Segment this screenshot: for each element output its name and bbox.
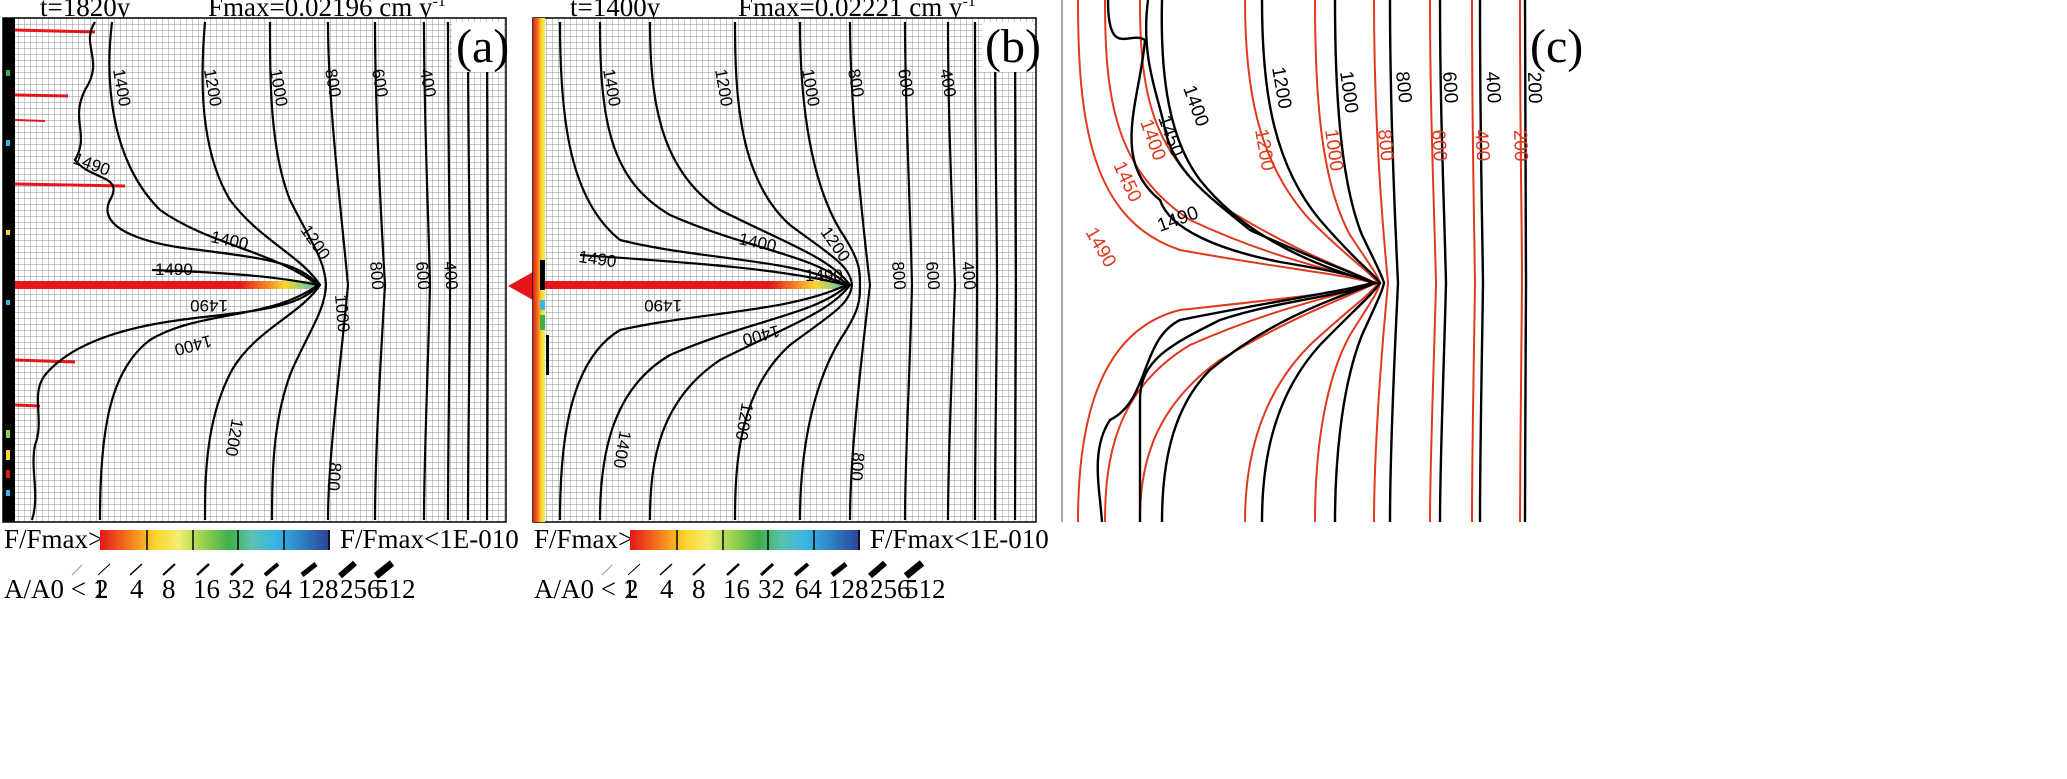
aperture-value: 16 bbox=[193, 574, 220, 604]
panel-b-colorbar bbox=[630, 530, 860, 550]
panel-a-boundary-column bbox=[3, 18, 15, 522]
panel-a-main-fracture bbox=[15, 281, 315, 289]
panel-b-fmax-label: Fmax=0.02221 cm y-1 bbox=[738, 0, 976, 22]
contour-label: 200 bbox=[1509, 129, 1531, 161]
panel-b-colorbar-ticks bbox=[676, 530, 860, 550]
panel-c: 1490 1450 1400 1200 1000 800 600 400 200… bbox=[1061, 0, 1583, 523]
contour-label: 800 bbox=[321, 67, 345, 98]
contour-label: 800 bbox=[847, 452, 868, 482]
contour-label: 1490 bbox=[644, 296, 682, 315]
aperture-value: 2 bbox=[625, 574, 639, 604]
aperture-value: 32 bbox=[228, 574, 255, 604]
contour-label: 800 bbox=[324, 462, 345, 492]
aperture-value: 4 bbox=[660, 574, 674, 604]
contour-label: 1490 bbox=[1155, 203, 1202, 237]
panel-a: t=1820y Fmax=0.02196 cm y-1 bbox=[2, 0, 519, 604]
contour-label: 1000 bbox=[331, 294, 353, 333]
contour-label: 400 bbox=[1470, 129, 1493, 162]
panel-a-grid bbox=[2, 17, 507, 523]
panel-b-boundary-marks bbox=[540, 260, 549, 375]
contour-label: 600 bbox=[894, 67, 918, 98]
panel-a-fmax-label: Fmax=0.02196 cm y-1 bbox=[208, 0, 446, 22]
aperture-value: 128 bbox=[298, 574, 339, 604]
aperture-value: 64 bbox=[265, 574, 293, 604]
panel-a-flux-right-label: F/Fmax<1E-010 bbox=[340, 524, 519, 554]
panel-b-main-fracture bbox=[545, 281, 845, 289]
panel-a-boundary-flecks bbox=[6, 70, 10, 496]
aperture-value: 256 bbox=[870, 574, 911, 604]
aperture-value: 16 bbox=[723, 574, 750, 604]
aperture-value: 64 bbox=[795, 574, 823, 604]
panel-b-contours bbox=[558, 21, 1018, 521]
panel-b-grid bbox=[532, 17, 1037, 523]
aperture-value: 8 bbox=[692, 574, 706, 604]
contour-label: 1000 bbox=[1320, 128, 1347, 173]
aperture-value: 8 bbox=[162, 574, 176, 604]
aperture-value: 4 bbox=[130, 574, 144, 604]
contour-label: 400 bbox=[416, 67, 440, 98]
contour-label: 400 bbox=[958, 261, 979, 291]
panel-a-colorbar bbox=[100, 530, 330, 550]
contour-label: 600 bbox=[1438, 71, 1461, 104]
panel-b-label-bg bbox=[982, 22, 1034, 72]
contour-label: 400 bbox=[1481, 71, 1504, 104]
contour-label: 800 bbox=[1391, 70, 1415, 104]
panel-a-contours bbox=[30, 21, 490, 521]
contour-label: 600 bbox=[1427, 129, 1450, 162]
aperture-value: 512 bbox=[905, 574, 946, 604]
panel-a-colorbar-ticks bbox=[146, 530, 330, 550]
contour-label: 1490 bbox=[805, 266, 843, 285]
contour-label: 600 bbox=[922, 261, 943, 291]
panel-a-time-label: t=1820y bbox=[40, 0, 131, 22]
contour-label: 800 bbox=[888, 261, 909, 291]
panel-c-red-labels: 1490 1450 1400 1200 1000 800 600 400 200 bbox=[1081, 117, 1531, 272]
contour-label: 1200 bbox=[1267, 65, 1295, 110]
contour-label: 1400 bbox=[1178, 83, 1212, 130]
panel-a-aperture-legend bbox=[71, 560, 395, 579]
aperture-value: 2 bbox=[95, 574, 109, 604]
aperture-value: 128 bbox=[828, 574, 869, 604]
contour-label: 400 bbox=[936, 67, 960, 98]
aperture-value: 512 bbox=[375, 574, 416, 604]
panel-c-label: (c) bbox=[1530, 20, 1583, 73]
contour-label: 200 bbox=[1523, 71, 1545, 103]
panel-b-aperture-legend bbox=[601, 560, 925, 579]
panel-b-time-label: t=1400y bbox=[570, 0, 661, 22]
panel-b-label: (b) bbox=[985, 20, 1041, 73]
aperture-value: 256 bbox=[340, 574, 381, 604]
panel-a-label: (a) bbox=[456, 20, 509, 73]
panel-b: t=1400y Fmax=0.02221 cm y-1 1400 bbox=[532, 0, 1049, 604]
contour-label: 600 bbox=[368, 67, 392, 98]
contour-label: 800 bbox=[844, 67, 868, 98]
contour-label: 1490 bbox=[155, 260, 193, 279]
injection-arrow-icon bbox=[508, 272, 533, 300]
contour-label: 1490 bbox=[190, 296, 228, 315]
contour-label: 600 bbox=[412, 261, 433, 291]
panel-b-boundary-stripe bbox=[533, 18, 545, 522]
contour-label: 800 bbox=[1373, 128, 1397, 162]
panel-b-aperture-prefix: A/A0 < 1 bbox=[534, 574, 636, 604]
panel-c-black-contours bbox=[1096, 0, 1528, 523]
panel-a-label-bg bbox=[452, 22, 504, 72]
contour-label: 1490 bbox=[1081, 224, 1120, 271]
panel-b-flux-right-label: F/Fmax<1E-010 bbox=[870, 524, 1049, 554]
contour-label: 800 bbox=[366, 261, 387, 291]
panel-a-branch-fractures bbox=[14, 28, 126, 408]
aperture-value: 32 bbox=[758, 574, 785, 604]
contour-label: 1200 bbox=[1250, 127, 1278, 172]
contour-label: 400 bbox=[440, 261, 461, 291]
panel-a-aperture-prefix: A/A0 < 1 bbox=[4, 574, 106, 604]
